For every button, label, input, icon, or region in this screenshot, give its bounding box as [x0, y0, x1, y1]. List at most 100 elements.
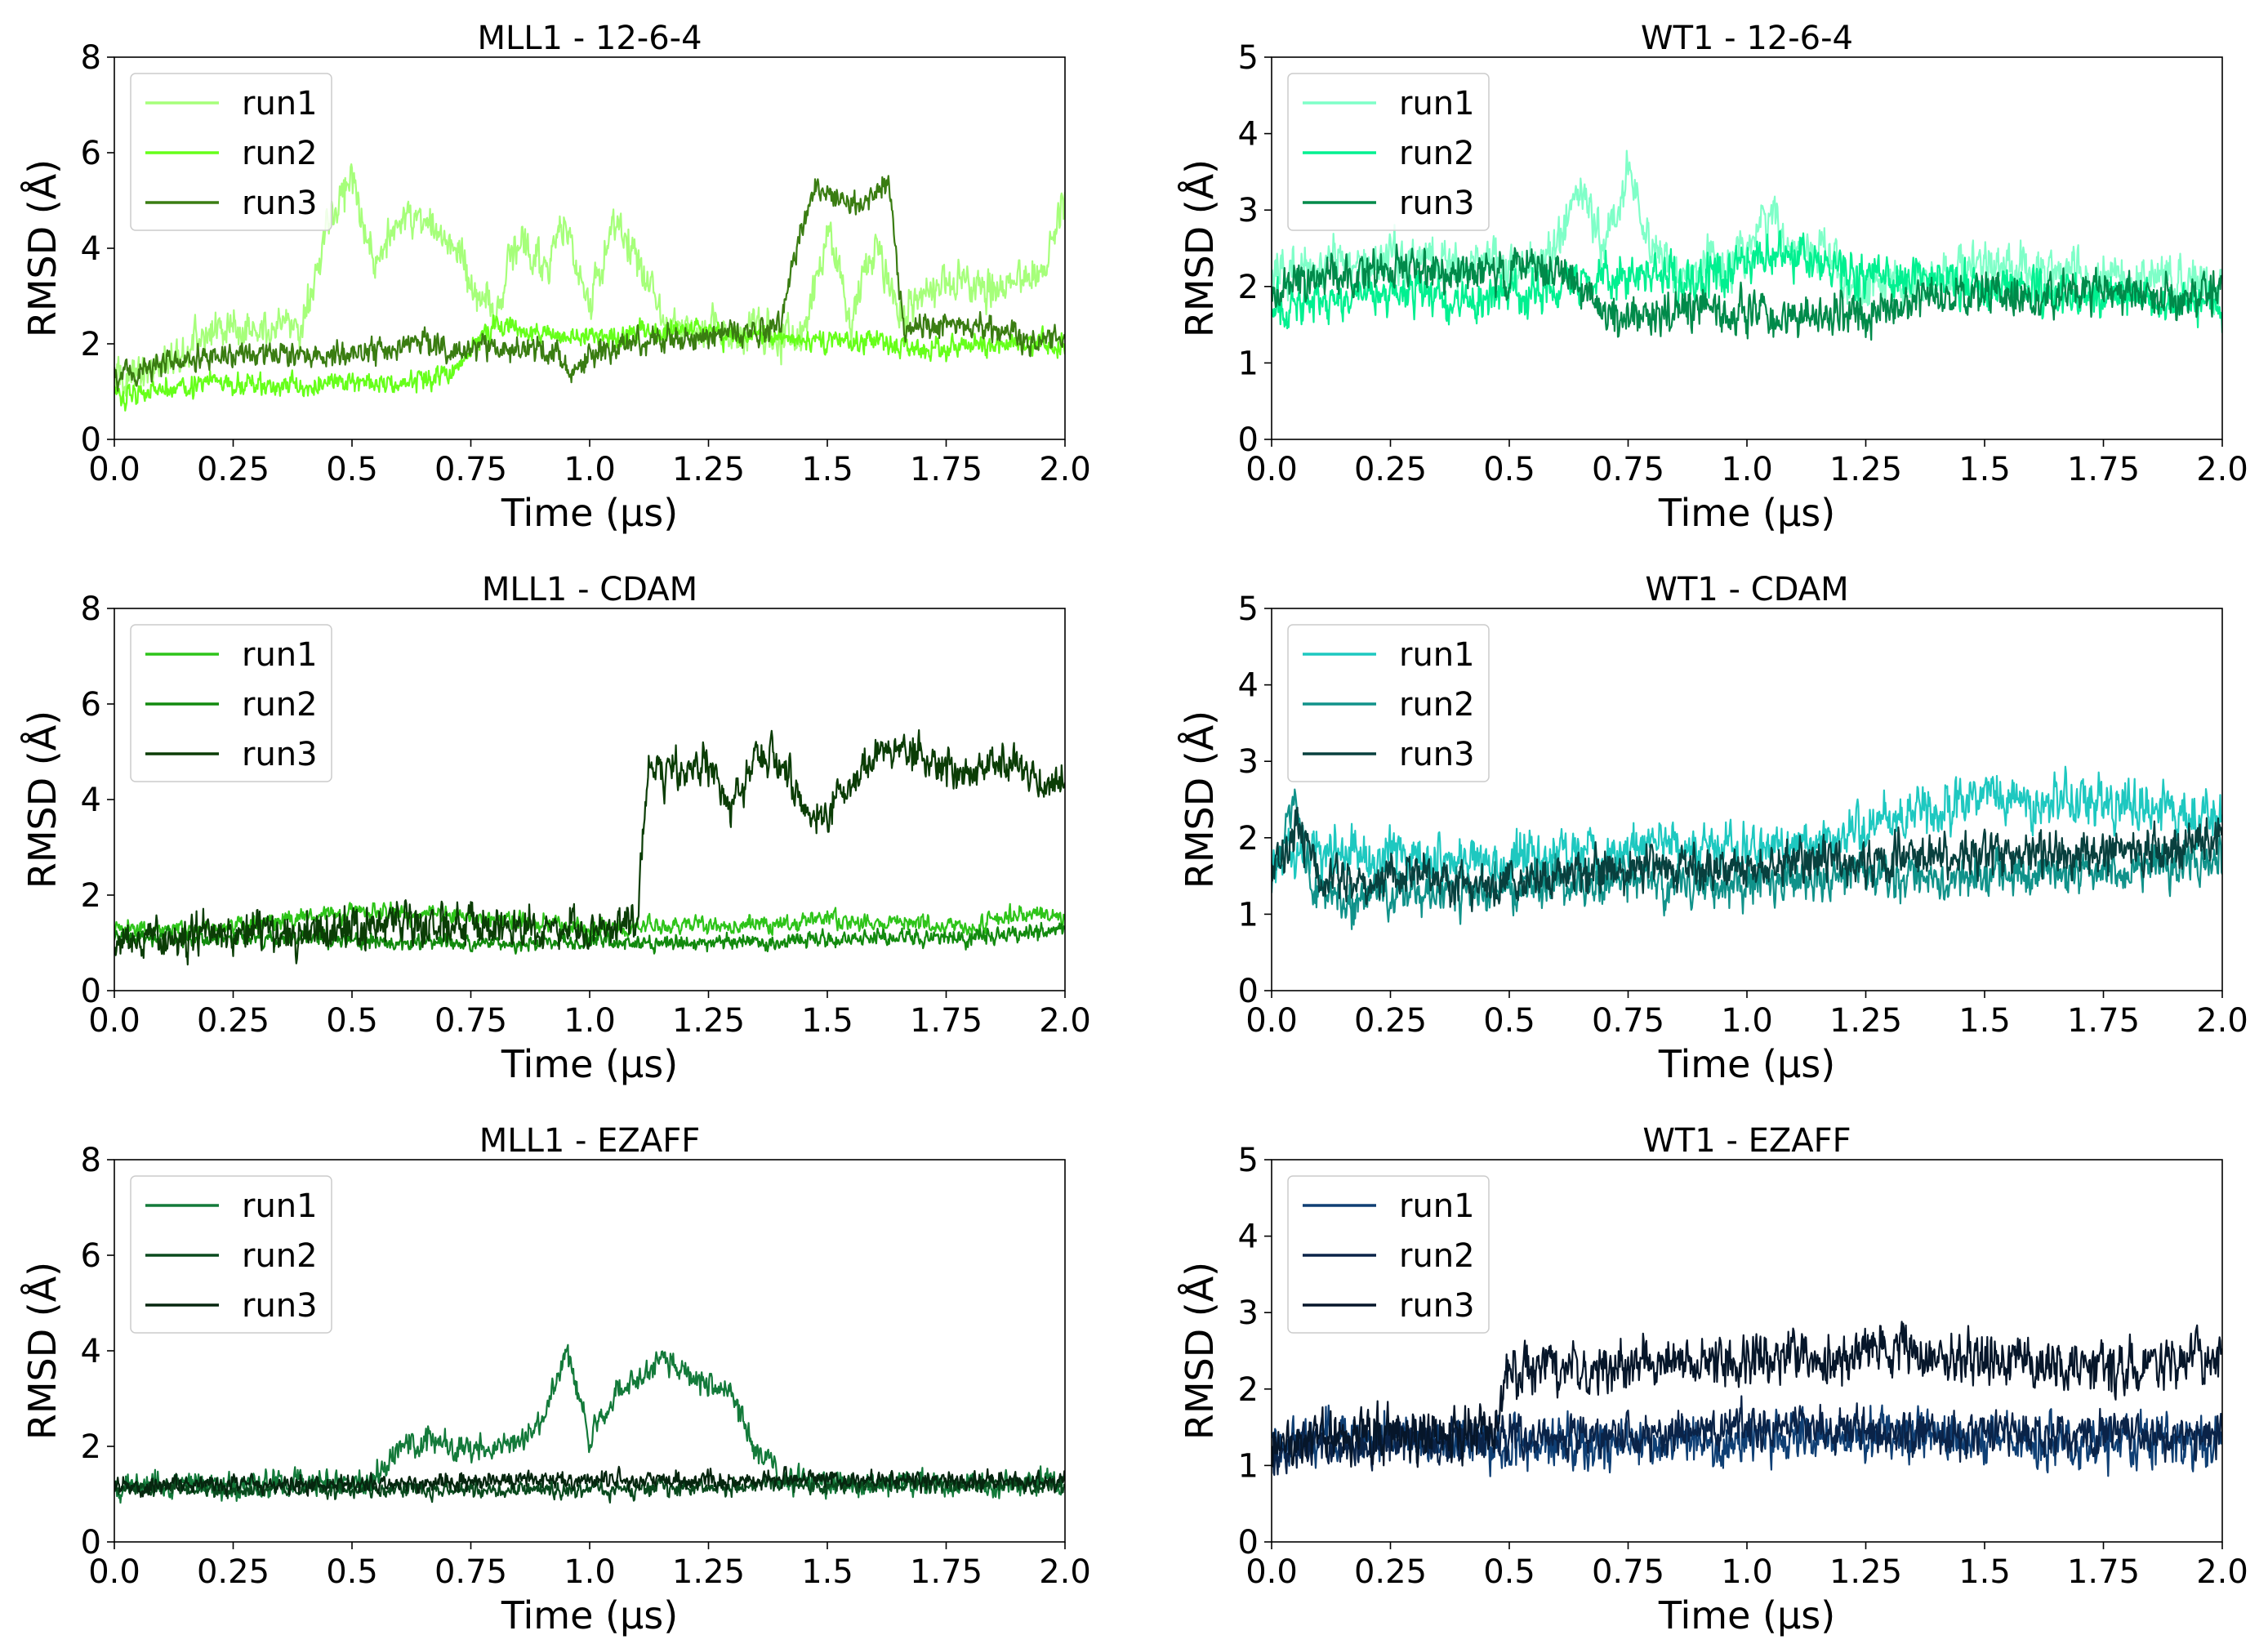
y-tick-label: 4 [1238, 1219, 1259, 1256]
y-tick-label: 2 [1238, 1371, 1259, 1409]
legend: run1 run2 run3 [1287, 624, 1490, 782]
chart-title: MLL1 - EZAFF [479, 1122, 700, 1160]
chart-panel: 0.0 0.25 0.5 0.75 1.0 1.25 1.5 1.75 2.0 0 1 2 3 4 5 WT1… [1178, 20, 2248, 535]
x-tick-label: 2.0 [1039, 451, 1091, 488]
x-tick-label: 0.25 [1354, 1002, 1427, 1040]
y-tick-label: 8 [81, 1142, 101, 1179]
series-line-run2 [1272, 1395, 2222, 1477]
x-tick-label: 0.75 [434, 451, 507, 488]
x-tick-label: 0.0 [88, 1002, 140, 1040]
legend-label-run1: run1 [242, 1187, 318, 1225]
x-tick-label: 1.75 [910, 451, 983, 488]
series-line-run1 [114, 163, 1065, 397]
y-axis-label: RMSD (Å) [1178, 711, 1222, 889]
x-tick-label: 2.0 [2196, 1002, 2248, 1040]
legend-label-run2: run2 [242, 135, 318, 172]
legend-box [1287, 624, 1490, 782]
x-tick-label: 0.25 [197, 1002, 270, 1040]
y-tick-label: 5 [1238, 1142, 1259, 1179]
y-tick-label: 6 [81, 1237, 101, 1275]
y-tick-label: 6 [81, 135, 101, 172]
x-tick-label: 0.75 [1592, 1002, 1664, 1040]
x-tick-label: 0.25 [1354, 451, 1427, 488]
y-tick-label: 2 [81, 326, 101, 363]
series-line-run2 [1272, 229, 2222, 333]
x-tick-label: 0.0 [1245, 1553, 1298, 1591]
chart-title: WT1 - 12-6-4 [1641, 20, 1853, 57]
y-tick-label: 5 [1238, 590, 1259, 628]
legend-label-run1: run1 [242, 85, 318, 123]
y-tick-label: 3 [1238, 192, 1259, 229]
series-line-run3 [114, 175, 1065, 392]
y-tick-label: 0 [81, 973, 101, 1010]
legend-box [1287, 73, 1490, 231]
x-tick-label: 2.0 [1039, 1553, 1091, 1591]
x-tick-label: 1.5 [801, 1553, 853, 1591]
legend-label-run3: run3 [1399, 1287, 1475, 1325]
legend-label-run3: run3 [242, 736, 318, 773]
x-tick-label: 1.5 [1958, 1002, 2011, 1040]
x-tick-label: 0.75 [434, 1002, 507, 1040]
y-tick-label: 6 [81, 686, 101, 724]
x-tick-label: 1.25 [1829, 1002, 1902, 1040]
legend-label-run1: run1 [242, 636, 318, 674]
legend-box [130, 73, 332, 231]
series-line-run3 [114, 728, 1065, 966]
x-tick-label: 1.5 [801, 1002, 853, 1040]
x-tick-label: 1.75 [910, 1002, 983, 1040]
y-tick-label: 0 [1238, 1524, 1259, 1562]
chart-panel: 0.0 0.25 0.5 0.75 1.0 1.25 1.5 1.75 2.0 0 2 4 6 8 MLL1… [20, 20, 1091, 535]
y-tick-label: 5 [1238, 39, 1259, 77]
legend: run1 run2 run3 [1287, 73, 1490, 231]
chart-panel: 0.0 0.25 0.5 0.75 1.0 1.25 1.5 1.75 2.0 0 2 4 6 8 MLL1… [20, 1122, 1091, 1637]
x-tick-label: 1.25 [1829, 451, 1902, 488]
y-tick-label: 0 [1238, 973, 1259, 1010]
y-tick-label: 4 [1238, 116, 1259, 154]
y-tick-label: 4 [1238, 667, 1259, 705]
series-line-run2 [114, 314, 1065, 412]
y-axis-label: RMSD (Å) [20, 1262, 65, 1440]
y-tick-label: 0 [1238, 421, 1259, 459]
y-tick-label: 1 [1238, 1447, 1259, 1485]
y-axis-label: RMSD (Å) [20, 711, 65, 889]
chart-panel: 0.0 0.25 0.5 0.75 1.0 1.25 1.5 1.75 2.0 0 2 4 6 8 MLL1… [20, 571, 1091, 1086]
legend-label-run2: run2 [242, 1237, 318, 1275]
x-tick-label: 1.25 [672, 1553, 745, 1591]
x-tick-label: 1.75 [2067, 1553, 2140, 1591]
x-tick-label: 1.25 [672, 1002, 745, 1040]
x-tick-label: 0.75 [1592, 451, 1664, 488]
series-line-run3 [1272, 243, 2222, 341]
chart-panel: 0.0 0.25 0.5 0.75 1.0 1.25 1.5 1.75 2.0 0 1 2 3 4 5 WT1… [1178, 1122, 2248, 1637]
legend-label-run1: run1 [1399, 85, 1475, 123]
y-tick-label: 3 [1238, 1294, 1259, 1332]
x-tick-label: 0.0 [1245, 1002, 1298, 1040]
x-tick-label: 0.0 [1245, 451, 1298, 488]
y-tick-label: 1 [1238, 345, 1259, 382]
legend-label-run2: run2 [1399, 1237, 1475, 1275]
series-line-run2 [114, 1473, 1065, 1504]
legend-label-run1: run1 [1399, 636, 1475, 674]
x-tick-label: 1.0 [1721, 1553, 1773, 1591]
x-tick-label: 1.75 [2067, 451, 2140, 488]
y-tick-label: 8 [81, 39, 101, 77]
y-axis-label: RMSD (Å) [1178, 1262, 1222, 1440]
y-tick-label: 2 [81, 877, 101, 915]
legend-label-run3: run3 [242, 1287, 318, 1325]
x-tick-label: 0.5 [1483, 1002, 1535, 1040]
y-tick-label: 2 [1238, 269, 1259, 306]
x-tick-label: 0.0 [88, 451, 140, 488]
chart-title: MLL1 - CDAM [482, 571, 697, 608]
x-tick-label: 0.5 [326, 1553, 378, 1591]
x-axis-label: Time (µs) [1658, 491, 1835, 535]
x-tick-label: 0.5 [1483, 1553, 1535, 1591]
legend-label-run3: run3 [1399, 736, 1475, 773]
chart-panel: 0.0 0.25 0.5 0.75 1.0 1.25 1.5 1.75 2.0 0 1 2 3 4 5 WT1… [1178, 571, 2248, 1086]
x-tick-label: 2.0 [1039, 1002, 1091, 1040]
x-tick-label: 0.5 [1483, 451, 1535, 488]
x-tick-label: 1.0 [564, 1553, 616, 1591]
x-axis-label: Time (µs) [501, 491, 678, 535]
y-tick-label: 2 [1238, 820, 1259, 858]
legend-label-run3: run3 [1399, 185, 1475, 222]
y-tick-label: 0 [81, 421, 101, 459]
x-tick-label: 1.0 [564, 451, 616, 488]
